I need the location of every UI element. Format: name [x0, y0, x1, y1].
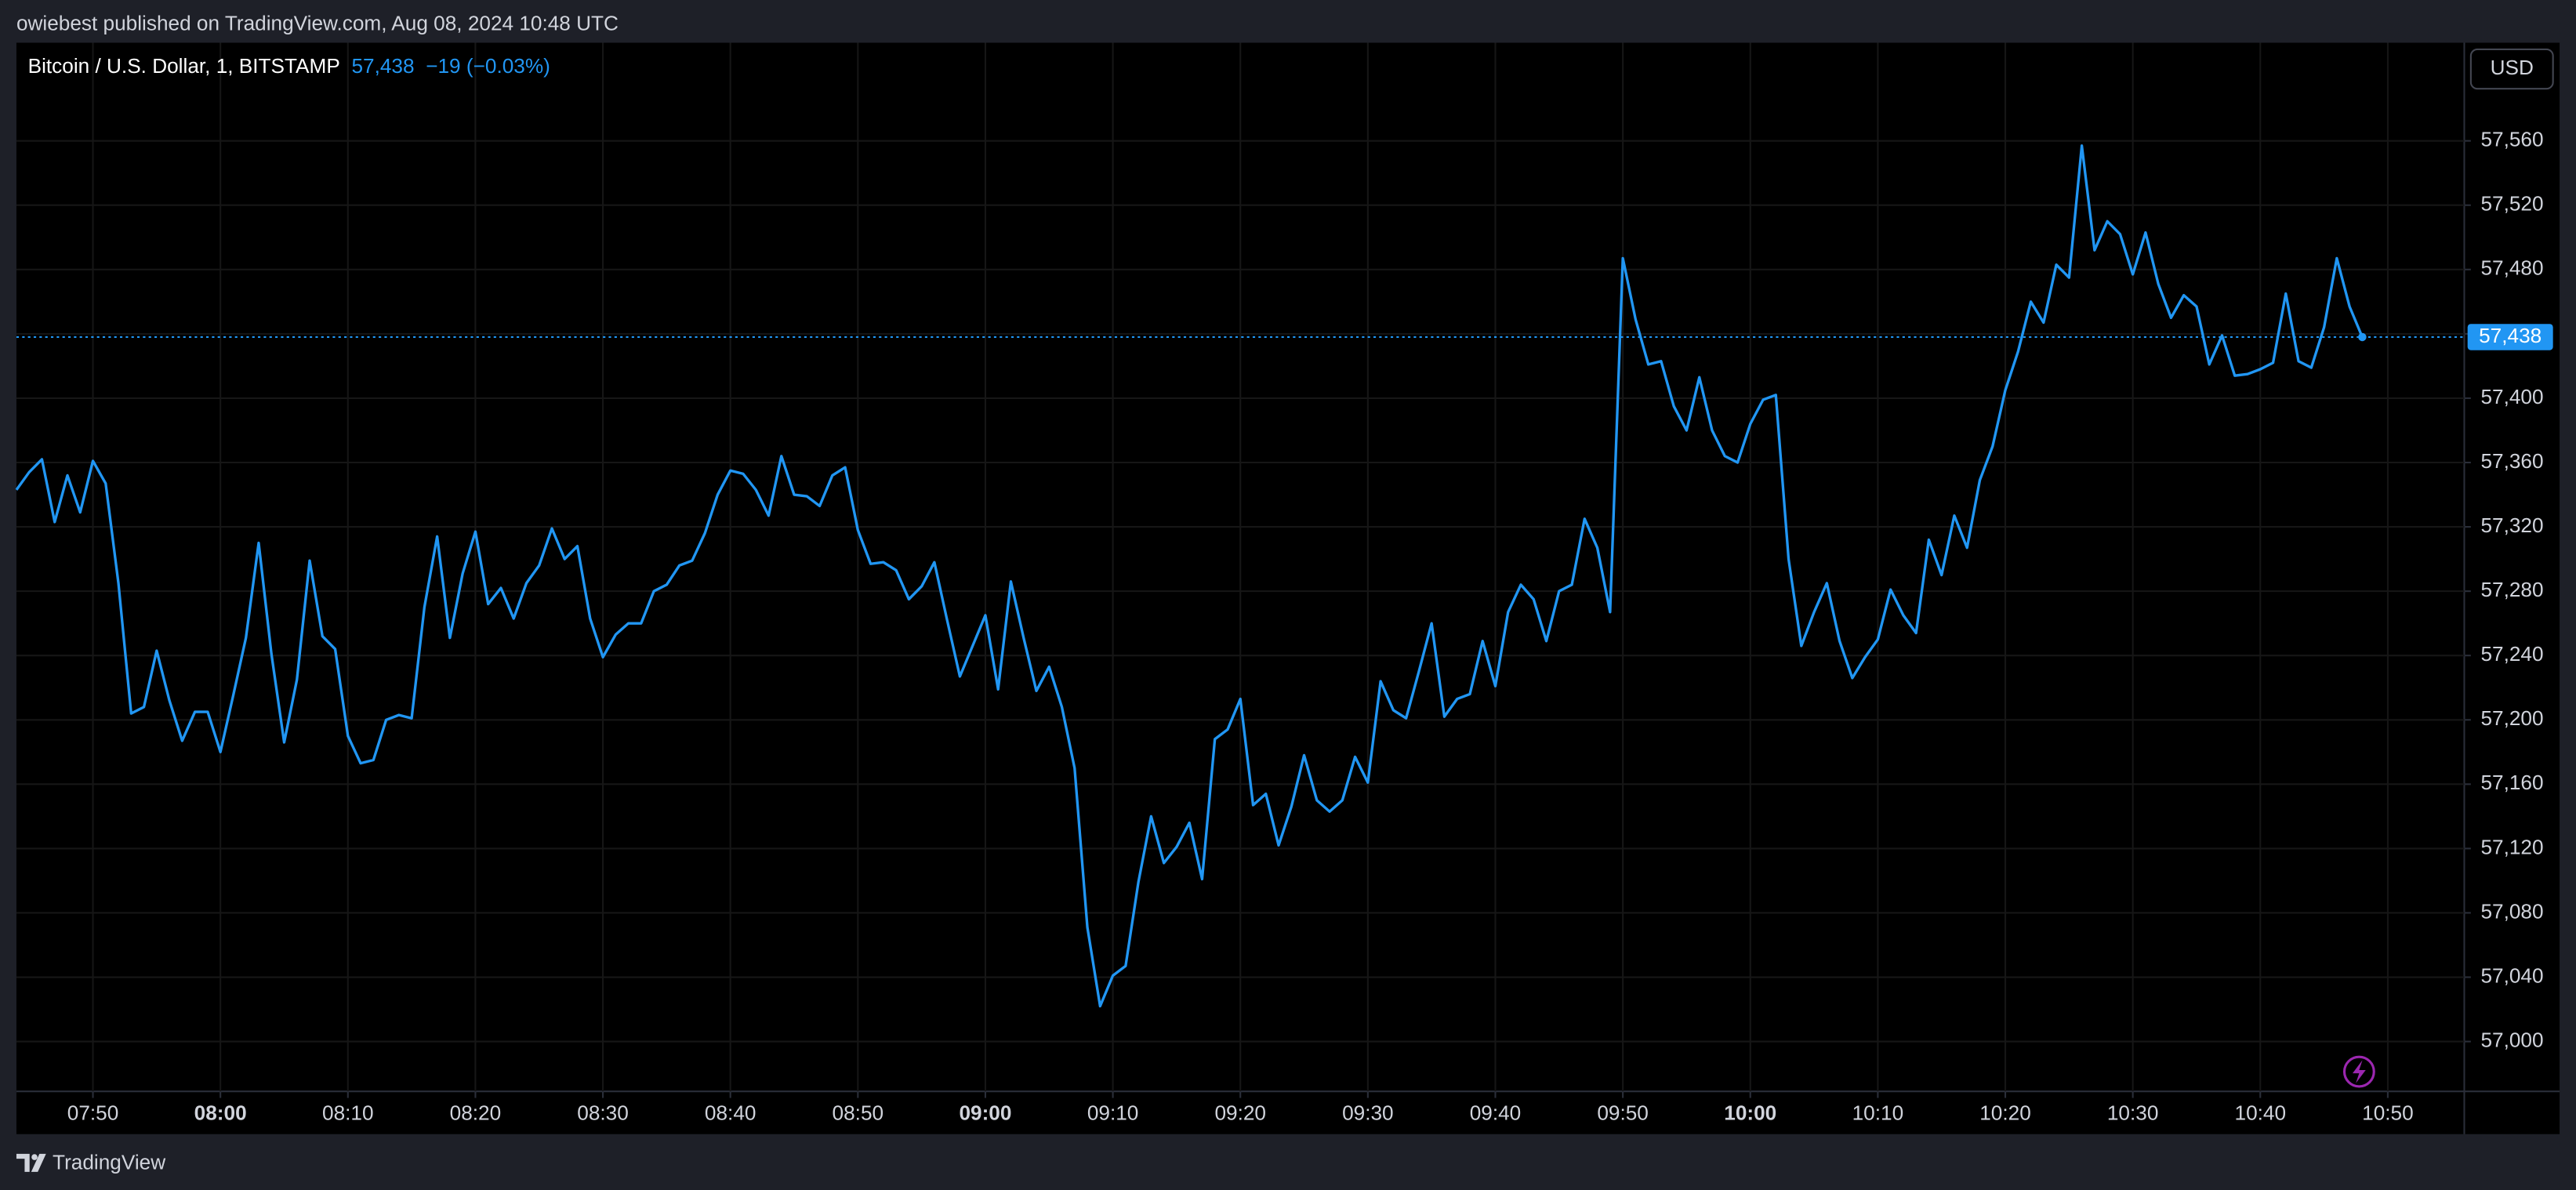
- brand: TradingView: [53, 1150, 165, 1174]
- y-tick-label: 57,240: [2480, 642, 2543, 666]
- price-line: [15, 144, 2364, 1008]
- price: 57,438: [351, 54, 414, 78]
- last-price-box: [2467, 324, 2553, 350]
- x-tick-label: 08:40: [705, 1101, 756, 1124]
- y-tick-label: 57,080: [2480, 899, 2543, 923]
- y-tick-label: 57,360: [2480, 449, 2543, 473]
- x-tick-label: 10:40: [2235, 1101, 2287, 1124]
- x-tick-label: 10:50: [2362, 1101, 2414, 1124]
- x-tick-label: 09:00: [959, 1101, 1011, 1124]
- x-tick-label: 10:00: [1724, 1101, 1776, 1124]
- y-tick-label: 57,200: [2480, 706, 2543, 730]
- x-tick-label: 09:20: [1214, 1101, 1266, 1124]
- y-tick-label: 57,480: [2480, 256, 2543, 280]
- x-tick-label: 07:50: [67, 1101, 119, 1124]
- lightning-icon[interactable]: [2342, 1055, 2375, 1088]
- last-price-label: 57,438: [2479, 324, 2542, 347]
- y-tick-label: 57,160: [2480, 771, 2543, 794]
- y-tick-label: 57,520: [2480, 192, 2543, 216]
- currency-button[interactable]: [2469, 48, 2554, 90]
- change: −19 (−0.03%): [426, 54, 550, 78]
- last-point: [2358, 332, 2367, 342]
- x-tick-label: 08:20: [450, 1101, 502, 1124]
- y-tick-label: 57,400: [2480, 385, 2543, 408]
- published-note: owiebest published on TradingView.com, A…: [16, 11, 619, 34]
- x-tick-label: 08:10: [322, 1101, 374, 1124]
- symbol: Bitcoin / U.S. Dollar, 1, BITSTAMP: [28, 54, 340, 78]
- x-tick-label: 08:00: [194, 1101, 247, 1124]
- y-tick-label: 57,280: [2480, 578, 2543, 601]
- y-tick-label: 57,320: [2480, 513, 2543, 537]
- y-tick-label: 57,040: [2480, 963, 2543, 987]
- grid: [16, 42, 2465, 1092]
- x-tick-label: 08:50: [833, 1101, 884, 1124]
- x-tick-label: 09:40: [1470, 1101, 1522, 1124]
- x-tick-label: 09:30: [1342, 1101, 1394, 1124]
- x-tick-label: 09:50: [1597, 1101, 1649, 1124]
- x-tick-label: 10:20: [1979, 1101, 2031, 1124]
- x-tick-label: 09:10: [1087, 1101, 1139, 1124]
- currency[interactable]: USD: [2491, 56, 2534, 79]
- x-tick-label: 10:10: [1852, 1101, 1904, 1124]
- y-tick-label: 57,120: [2480, 835, 2543, 858]
- chart-area: [16, 42, 2560, 1134]
- x-tick-label: 08:30: [577, 1101, 629, 1124]
- y-tick-label: 57,560: [2480, 128, 2543, 151]
- x-tick-label: 10:30: [2107, 1101, 2159, 1124]
- brand-logo: [16, 1153, 46, 1172]
- y-tick-label: 57,000: [2480, 1029, 2543, 1052]
